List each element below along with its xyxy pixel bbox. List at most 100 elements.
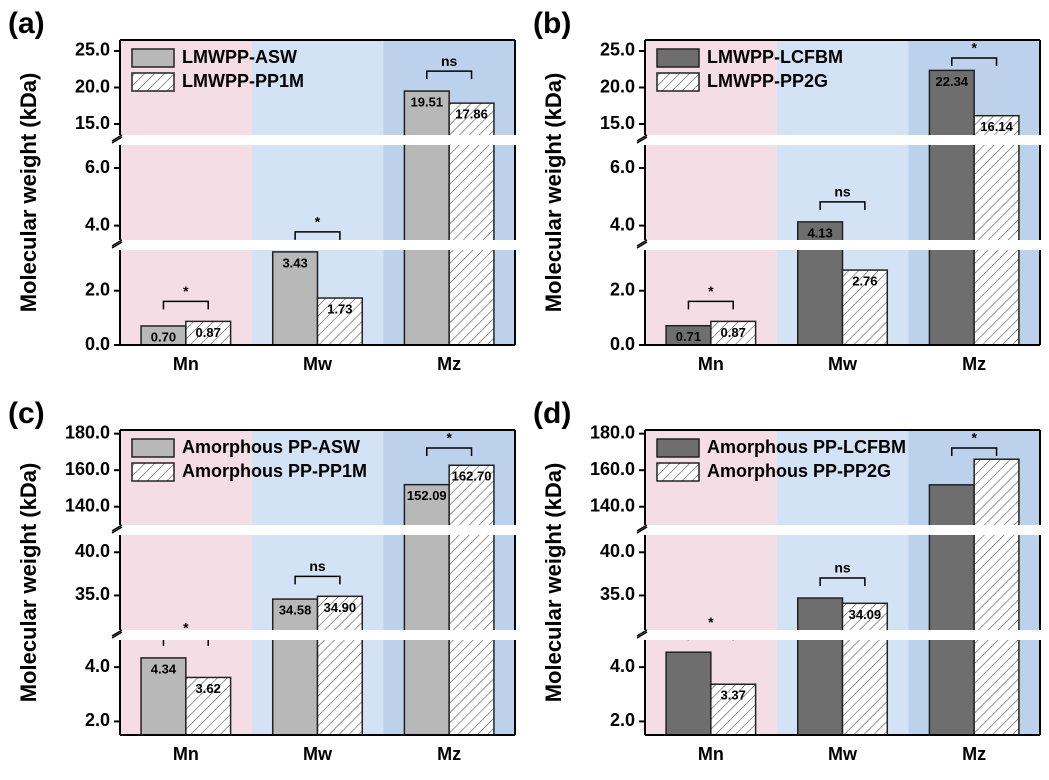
y-tick-label: 2.0 xyxy=(85,279,110,299)
axis-break xyxy=(641,525,1044,535)
x-tick-label: Mw xyxy=(828,354,858,374)
y-tick-label: 20.0 xyxy=(600,76,635,96)
bar xyxy=(929,485,974,735)
y-tick-label: 40.0 xyxy=(600,541,635,561)
value-label: 34.09 xyxy=(849,607,882,622)
panel-label: (a) xyxy=(8,7,45,40)
y-tick-label: 40.0 xyxy=(75,541,110,561)
x-tick-label: Mw xyxy=(303,744,333,764)
value-label: 19.51 xyxy=(411,95,444,110)
panel-label: (c) xyxy=(8,397,45,430)
axis-break xyxy=(116,240,519,250)
y-tick-label: 25.0 xyxy=(600,40,635,60)
significance-label: ns xyxy=(309,558,326,574)
value-label: 22.34 xyxy=(936,74,969,89)
value-label: 1.73 xyxy=(327,301,352,316)
x-tick-label: Mz xyxy=(437,744,461,764)
legend-label: LMWPP-ASW xyxy=(182,47,297,67)
y-tick-label: 140.0 xyxy=(590,495,635,515)
significance-label: ns xyxy=(834,560,851,576)
value-label: 0.70 xyxy=(151,329,176,344)
legend-label: LMWPP-LCFBM xyxy=(707,47,843,67)
value-label: 0.87 xyxy=(196,325,221,340)
y-tick-label: 6.0 xyxy=(85,157,110,177)
value-label: 34.58 xyxy=(279,603,312,618)
value-label: 34.90 xyxy=(324,600,357,615)
y-tick-label: 180.0 xyxy=(590,422,635,442)
value-label: 4.13 xyxy=(807,225,832,240)
y-tick-label: 4.0 xyxy=(85,214,110,234)
y-tick-label: 2.0 xyxy=(610,710,635,730)
significance-label: * xyxy=(971,430,977,446)
x-tick-label: Mn xyxy=(698,744,724,764)
x-tick-label: Mw xyxy=(828,744,858,764)
bar xyxy=(449,465,494,735)
x-tick-label: Mn xyxy=(173,354,199,374)
y-tick-label: 4.0 xyxy=(610,214,635,234)
y-tick-label: 15.0 xyxy=(75,113,110,133)
panel-label: (d) xyxy=(533,397,571,430)
significance-label: * xyxy=(708,614,714,630)
legend-label: LMWPP-PP1M xyxy=(182,71,304,91)
axis-break xyxy=(116,525,519,535)
x-tick-label: Mw xyxy=(303,354,333,374)
x-tick-label: Mz xyxy=(962,354,986,374)
x-tick-label: Mn xyxy=(698,354,724,374)
legend-label: Amorphous PP-PP1M xyxy=(182,461,367,481)
value-label: 16.14 xyxy=(980,119,1013,134)
y-tick-label: 0.0 xyxy=(85,334,110,354)
legend-swatch xyxy=(657,49,699,67)
significance-label: ns xyxy=(441,53,458,69)
x-tick-label: Mz xyxy=(962,744,986,764)
bar xyxy=(404,91,449,345)
bar xyxy=(666,652,711,735)
y-tick-label: 15.0 xyxy=(600,113,635,133)
y-tick-label: 4.0 xyxy=(85,656,110,676)
panel: (d) Molecular weight (kDa) 2.0 4.0 35.0 40.0 1… xyxy=(533,397,1044,764)
significance-label: ns xyxy=(834,184,851,200)
y-tick-label: 20.0 xyxy=(75,76,110,96)
panel: (c)Molecular weight (kDa)2.04.035.040.01… xyxy=(8,397,519,764)
axis-break xyxy=(641,135,1044,145)
y-tick-label: 2.0 xyxy=(85,710,110,730)
y-tick-label: 160.0 xyxy=(65,459,110,479)
y-tick-label: 4.0 xyxy=(610,656,635,676)
value-label: 3.37 xyxy=(721,688,746,703)
y-axis-label: Molecular weight (kDa) xyxy=(16,73,41,313)
value-label: 3.62 xyxy=(196,681,221,696)
axis-break xyxy=(116,135,519,145)
y-tick-label: 35.0 xyxy=(600,584,635,604)
significance-label: * xyxy=(446,430,452,446)
y-tick-label: 180.0 xyxy=(65,422,110,442)
legend-label: Amorphous PP-LCFBM xyxy=(707,437,906,457)
value-label: 0.87 xyxy=(721,325,746,340)
y-tick-label: 6.0 xyxy=(610,157,635,177)
bar xyxy=(974,116,1019,345)
legend-swatch xyxy=(132,73,174,91)
value-label: 152.09 xyxy=(407,488,447,503)
x-tick-label: Mn xyxy=(173,744,199,764)
significance-label: * xyxy=(183,283,189,299)
significance-label: * xyxy=(971,40,977,56)
axis-break xyxy=(641,240,1044,250)
bar xyxy=(798,598,843,735)
bar xyxy=(404,485,449,735)
legend-swatch xyxy=(657,463,699,481)
figure: (a) Molecular weight (kDa) 0.0 2.0 4.0 6.0 15.… xyxy=(0,0,1049,780)
y-axis-label: Molecular weight (kDa) xyxy=(541,463,566,703)
value-label: 17.86 xyxy=(455,107,488,122)
panel: (a) Molecular weight (kDa) 0.0 2.0 4.0 6.0 15.… xyxy=(8,7,519,374)
significance-label: * xyxy=(708,283,714,299)
bar xyxy=(318,596,363,735)
y-tick-label: 160.0 xyxy=(590,459,635,479)
legend-swatch xyxy=(657,439,699,457)
y-tick-label: 140.0 xyxy=(65,495,110,515)
y-tick-label: 0.0 xyxy=(610,334,635,354)
value-label: 4.34 xyxy=(151,661,177,676)
axis-break xyxy=(116,630,519,640)
y-axis-label: Molecular weight (kDa) xyxy=(16,463,41,703)
y-tick-label: 25.0 xyxy=(75,40,110,60)
panel-label: (b) xyxy=(533,7,571,40)
bar xyxy=(273,599,318,735)
legend-swatch xyxy=(657,73,699,91)
